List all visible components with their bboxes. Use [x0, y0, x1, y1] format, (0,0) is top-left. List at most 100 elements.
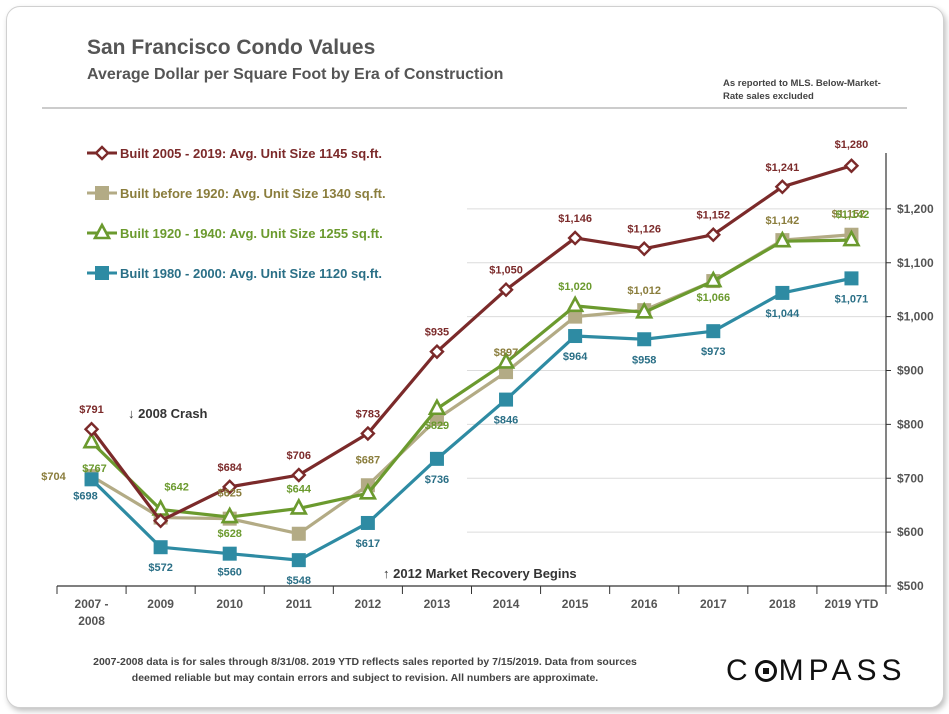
data-label: $548 — [287, 575, 311, 587]
data-label: $698 — [73, 490, 97, 502]
x-tick-label: 2012 — [355, 597, 382, 611]
data-point-marker — [289, 497, 308, 515]
data-label: $706 — [287, 450, 311, 462]
data-label: $1,044 — [766, 308, 801, 320]
data-point-marker — [291, 526, 306, 541]
data-point-marker — [220, 506, 239, 524]
data-point-marker — [360, 425, 376, 442]
data-point-marker — [92, 222, 112, 240]
data-label: $1,142 — [766, 215, 800, 227]
data-point-marker — [94, 145, 110, 161]
data-point-marker — [637, 332, 652, 347]
data-point-marker — [843, 158, 860, 174]
data-label: $1,066 — [696, 292, 730, 304]
data-point-marker — [705, 227, 721, 243]
legend: Built 2005 - 2019: Avg. Unit Size 1145 s… — [87, 145, 386, 281]
data-point-marker — [429, 343, 445, 360]
data-point-marker — [358, 482, 378, 500]
source-note-line1: As reported to MLS. Below-Market- — [723, 78, 881, 89]
data-point-marker — [498, 281, 514, 298]
data-label: $973 — [701, 346, 725, 358]
legend-label: Built 1980 - 2000: Avg. Unit Size 1120 s… — [120, 266, 382, 281]
data-label: $783 — [356, 409, 380, 421]
data-label: $1,152 — [696, 210, 730, 222]
compass-logo: C MPASS — [726, 654, 906, 688]
x-tick-label: 2014 — [493, 597, 520, 611]
data-label: $1,020 — [558, 281, 592, 293]
data-label: $704 — [41, 471, 66, 483]
data-point-marker — [222, 479, 238, 495]
legend-item: Built before 1920: Avg. Unit Size 1340 s… — [87, 186, 386, 201]
x-tick-label: 2008 — [78, 614, 105, 628]
axes: $500 $600 $700 $800 $900 $1,000 $1,100 $1,200 20… — [56, 153, 934, 628]
source-note-line2: Rate sales excluded — [723, 91, 814, 102]
data-point-marker — [429, 451, 444, 466]
data-label: $736 — [425, 474, 449, 486]
data-label: $1,142 — [836, 209, 870, 221]
logo-text-right: MPASS — [778, 654, 907, 687]
data-label: $1,146 — [558, 213, 592, 225]
y-tick-label: $800 — [897, 417, 924, 431]
data-point-marker — [95, 266, 109, 280]
legend-label: Built 1920 - 1940: Avg. Unit Size 1255 s… — [120, 226, 383, 241]
data-point-marker — [499, 392, 514, 407]
chart-card — [6, 6, 944, 708]
y-tick-label: $900 — [897, 364, 924, 378]
data-label: $687 — [356, 454, 380, 466]
x-tick-label: 2016 — [631, 597, 658, 611]
data-point-marker — [360, 515, 375, 530]
data-label: $560 — [217, 567, 241, 579]
logo-text-left: C — [726, 654, 753, 687]
legend-item: Built 1920 - 1940: Avg. Unit Size 1255 s… — [87, 222, 383, 241]
data-label: $897 — [494, 347, 518, 359]
annotation: ↓ 2008 Crash — [128, 406, 208, 421]
data-point-marker — [291, 553, 306, 568]
annotations: ↓ 2008 Crash ↑ 2012 Market Recovery Begin… — [128, 406, 577, 581]
x-tick-label: 2015 — [562, 597, 589, 611]
footer-line1: 2007-2008 data is for sales through 8/31… — [93, 656, 637, 668]
data-label: $1,152 — [832, 209, 866, 221]
data-point-marker — [82, 431, 101, 449]
data-label: $684 — [217, 462, 242, 474]
legend-item: Built 2005 - 2019: Avg. Unit Size 1145 s… — [87, 145, 382, 161]
data-point-marker — [567, 230, 583, 246]
series-2 — [82, 229, 861, 524]
data-point-marker — [152, 513, 169, 529]
data-point-marker — [774, 179, 791, 195]
data-point-marker — [773, 230, 792, 248]
data-point-marker — [842, 229, 861, 247]
data-point-marker — [568, 309, 583, 324]
logo-o-mark — [754, 660, 777, 682]
chart-subtitle: Average Dollar per Square Foot by Era of… — [87, 66, 504, 83]
data-point-marker — [84, 472, 99, 487]
series-line — [90, 164, 852, 523]
x-tick-label: 2011 — [286, 597, 312, 611]
series-line — [90, 238, 852, 519]
data-point-marker — [636, 241, 652, 257]
legend-item: Built 1980 - 2000: Avg. Unit Size 1120 s… — [87, 266, 382, 281]
source-note: As reported to MLS. Below-Market- Rate s… — [723, 77, 923, 103]
legend-label: Built before 1920: Avg. Unit Size 1340 s… — [120, 186, 386, 201]
data-point-marker — [704, 270, 723, 288]
annotation: ↑ 2012 Market Recovery Begins — [383, 566, 577, 581]
x-tick-label: 2017 — [700, 597, 727, 611]
data-label: $644 — [287, 483, 312, 495]
data-point-marker — [291, 467, 307, 483]
data-label: $1,241 — [766, 162, 800, 174]
data-label: $829 — [425, 420, 449, 432]
y-tick-label: $500 — [897, 579, 924, 593]
series-0 — [83, 158, 860, 529]
y-tick-label: $700 — [897, 471, 924, 485]
data-label: $572 — [148, 562, 172, 574]
chart-title: San Francisco Condo Values — [87, 36, 376, 59]
data-point-marker — [775, 285, 790, 300]
data-point-marker — [844, 271, 859, 286]
x-tick-label: 2007 - — [75, 597, 109, 611]
x-tick-label: 2019 YTD — [825, 597, 879, 611]
data-label: $1,012 — [627, 285, 661, 297]
data-point-marker — [153, 540, 168, 555]
data-point-marker — [427, 398, 447, 416]
series-layer: $791 $684 $706 $783 $935 $1,050 $1,146 $1,126 $1… — [41, 139, 869, 587]
series-line — [90, 276, 852, 562]
